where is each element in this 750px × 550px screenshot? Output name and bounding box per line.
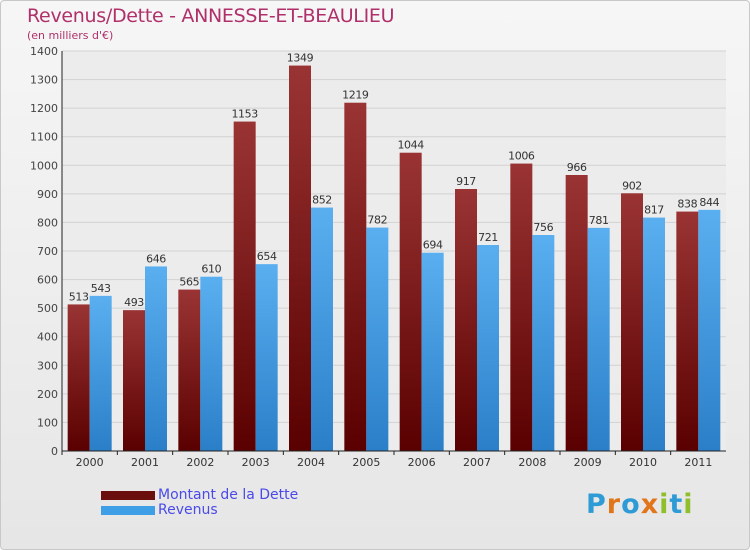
y-tick-label: 1100: [30, 131, 58, 144]
data-label-revenue-2000: 543: [91, 282, 111, 295]
logo-letter: t: [669, 489, 684, 520]
y-tick-label: 1200: [30, 102, 58, 115]
proxiti-logo: Proxiti: [586, 489, 694, 520]
bar-revenue-2003: [255, 264, 278, 451]
y-tick-label: 1300: [30, 74, 58, 87]
bar-revenue-2005: [366, 227, 389, 451]
bar-revenue-2004: [311, 207, 333, 451]
x-tick-label-2006: 2006: [408, 456, 436, 469]
bar-debt-2002: [178, 289, 201, 451]
data-label-debt-2003: 1153: [231, 108, 258, 121]
bar-revenue-2011: [698, 209, 721, 451]
data-label-revenue-2001: 646: [146, 252, 166, 265]
x-tick-label-2008: 2008: [518, 456, 546, 469]
bar-revenue-2007: [477, 245, 499, 451]
bar-layer: [67, 65, 721, 452]
legend-swatch-debt: [101, 491, 155, 500]
y-tick-label: 0: [51, 445, 58, 458]
x-tick-label-2005: 2005: [352, 456, 380, 469]
data-label-revenue-2007: 721: [478, 231, 498, 244]
chart-subtitle: (en milliers d'€): [27, 29, 114, 42]
data-label-debt-2005: 1219: [342, 89, 369, 102]
data-label-revenue-2008: 756: [533, 221, 553, 234]
data-label-debt-2009: 966: [567, 161, 587, 174]
data-label-debt-2002: 565: [179, 276, 199, 289]
data-label-revenue-2011: 844: [699, 196, 719, 209]
logo-letter: i: [683, 489, 694, 520]
data-label-revenue-2010: 817: [644, 204, 664, 217]
x-tick-label-2003: 2003: [242, 456, 270, 469]
x-tick-label-2009: 2009: [574, 456, 602, 469]
bar-revenue-2001: [145, 266, 167, 451]
y-tick-label: 100: [37, 416, 58, 429]
bar-debt-2004: [289, 65, 311, 452]
x-tick-label-2011: 2011: [684, 456, 712, 469]
x-tick-label-2000: 2000: [76, 456, 104, 469]
y-tick-label: 1000: [30, 159, 58, 172]
logo-letter: x: [640, 489, 660, 520]
legend-swatch-revenue: [101, 506, 155, 515]
data-label-revenue-2006: 694: [423, 239, 443, 252]
bar-debt-2010: [621, 193, 643, 452]
y-tick-label: 500: [37, 302, 58, 315]
data-label-revenue-2009: 781: [589, 214, 609, 227]
bar-revenue-2009: [587, 227, 610, 451]
logo-letter: r: [606, 489, 622, 520]
bar-revenue-2006: [421, 252, 444, 451]
y-tick-label: 1400: [30, 45, 58, 58]
data-label-revenue-2002: 610: [201, 263, 221, 276]
bar-revenue-2000: [89, 295, 112, 451]
chart-title: Revenus/Dette - ANNESSE-ET-BEAULIEU: [27, 5, 395, 27]
bar-debt-2003: [233, 121, 256, 452]
axis-layer: 0 100 200 300 400 500 600 700 800 900 1000 1100 1200…: [30, 45, 726, 469]
data-label-revenue-2003: 654: [257, 250, 277, 263]
data-label-debt-2007: 917: [456, 175, 476, 188]
bar-debt-2001: [123, 310, 145, 451]
data-label-revenue-2005: 782: [367, 214, 387, 227]
data-label-debt-2011: 838: [677, 198, 697, 211]
x-tick-label-2004: 2004: [297, 456, 325, 469]
legend-label-revenue: Revenus: [158, 502, 218, 518]
data-label-debt-2010: 902: [622, 179, 642, 192]
bar-debt-2009: [565, 175, 588, 451]
legend-label-debt: Montant de la Dette: [158, 487, 299, 503]
bar-revenue-2010: [643, 217, 665, 451]
bar-revenue-2008: [532, 235, 555, 451]
y-tick-label: 300: [37, 359, 58, 372]
data-label-debt-2006: 1044: [397, 139, 424, 152]
logo-letter: i: [659, 489, 670, 520]
y-tick-label: 200: [37, 388, 58, 401]
y-tick-label: 700: [37, 245, 58, 258]
x-tick-label-2002: 2002: [186, 456, 214, 469]
data-label-debt-2000: 513: [69, 290, 89, 303]
data-label-debt-2001: 493: [124, 296, 144, 309]
grid-layer: [62, 50, 726, 452]
bar-debt-2006: [399, 152, 422, 451]
x-tick-label-2007: 2007: [463, 456, 491, 469]
data-label-revenue-2004: 852: [312, 194, 332, 207]
y-tick-label: 400: [37, 331, 58, 344]
y-tick-label: 600: [37, 274, 58, 287]
y-tick-label: 900: [37, 188, 58, 201]
y-tick-label: 800: [37, 216, 58, 229]
x-tick-label-2010: 2010: [629, 456, 657, 469]
logo-letter: o: [621, 489, 641, 520]
bar-debt-2008: [510, 163, 533, 452]
x-tick-label-2001: 2001: [131, 456, 159, 469]
data-label-debt-2004: 1349: [287, 52, 314, 65]
data-label-debt-2008: 1006: [508, 150, 535, 163]
bar-debt-2011: [676, 211, 699, 451]
logo-letter: P: [586, 489, 607, 520]
bar-debt-2007: [455, 189, 477, 451]
bar-revenue-2002: [200, 276, 223, 451]
bar-debt-2005: [344, 102, 367, 451]
bar-debt-2000: [67, 304, 90, 451]
